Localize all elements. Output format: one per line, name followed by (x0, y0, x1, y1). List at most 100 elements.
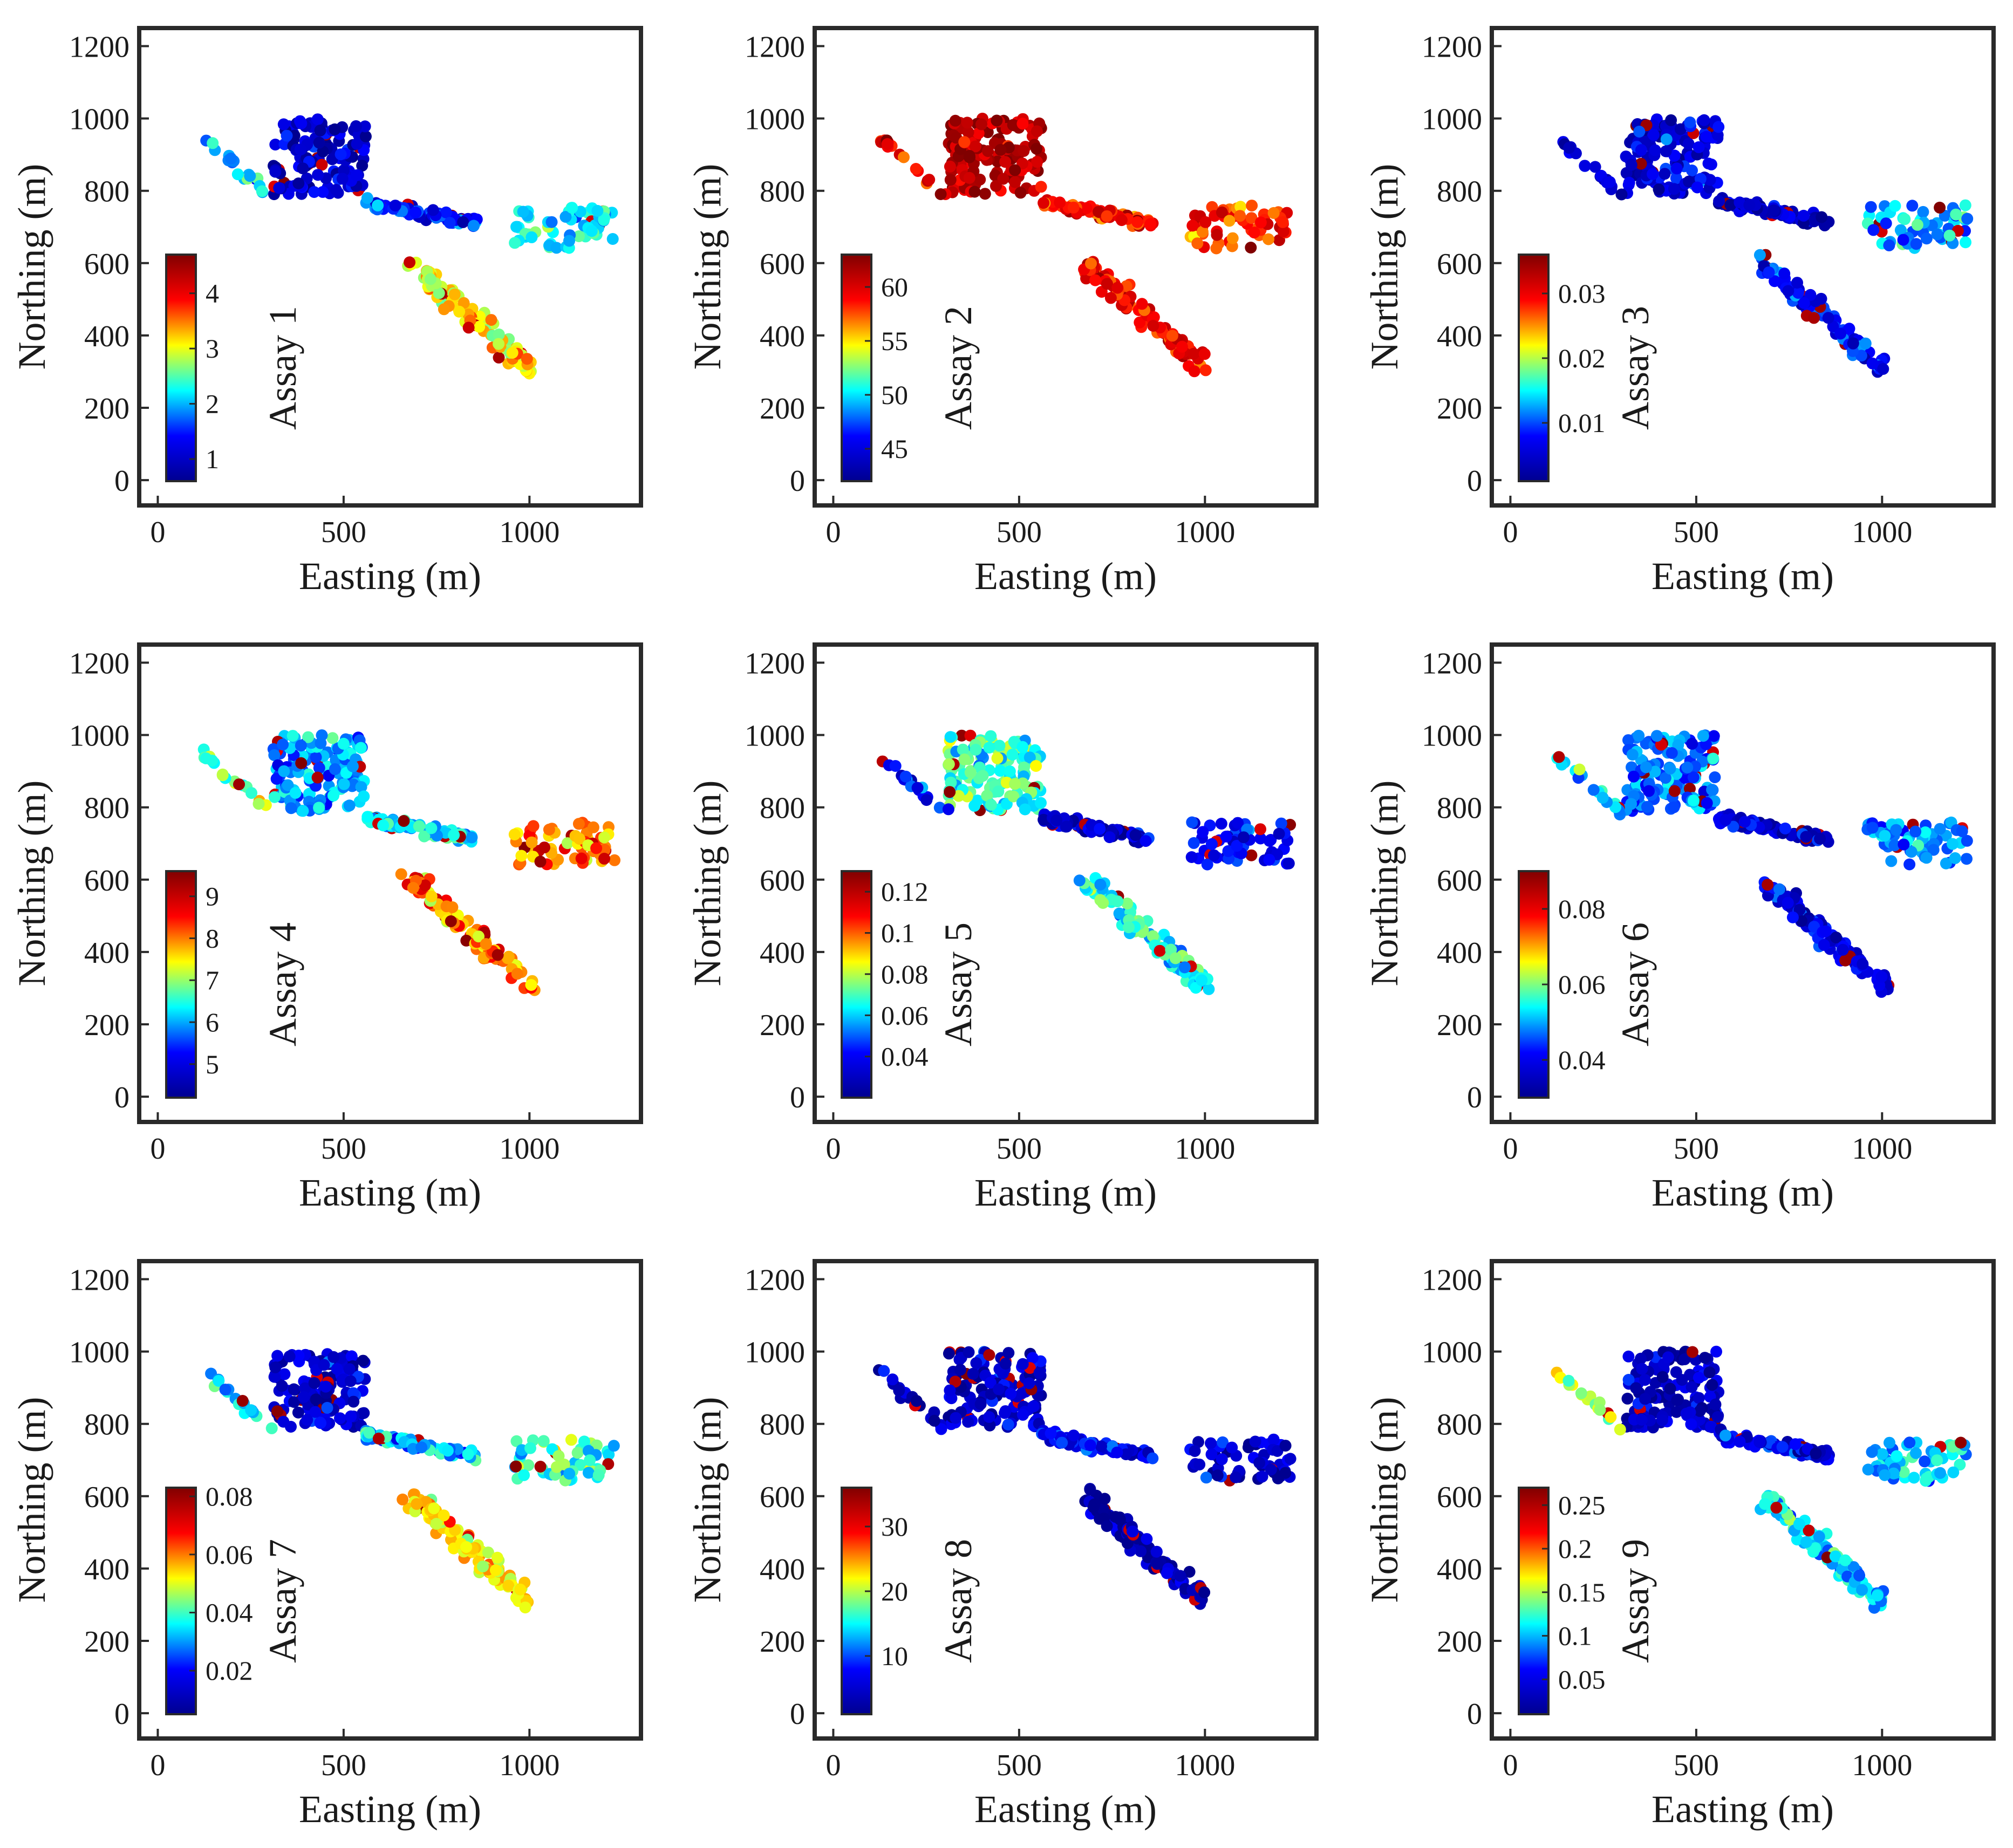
data-point (1879, 830, 1891, 842)
data-point (517, 206, 529, 218)
data-point (1253, 1456, 1266, 1469)
data-point (1670, 172, 1682, 184)
data-point (992, 785, 1005, 798)
data-point (1703, 1366, 1716, 1379)
data-point (1563, 142, 1575, 154)
data-point (1238, 831, 1250, 844)
data-point (301, 1414, 313, 1426)
y-tick-label: 400 (84, 936, 129, 970)
plot-area (815, 28, 1316, 505)
data-point (1865, 201, 1877, 213)
data-point (1674, 123, 1687, 135)
data-point (278, 765, 290, 777)
y-tick-label: 1200 (1422, 31, 1482, 64)
x-tick-label: 0 (1503, 1132, 1518, 1166)
data-point (438, 1509, 450, 1522)
data-point (1621, 1392, 1634, 1405)
colorbar-tick-label: 8 (206, 923, 219, 953)
data-point (480, 938, 492, 950)
plot-area (139, 1261, 641, 1739)
data-point (1887, 1467, 1900, 1480)
data-point (999, 156, 1012, 168)
data-point (1903, 858, 1916, 871)
data-point (1768, 204, 1780, 216)
data-point (1897, 234, 1909, 246)
data-point (1649, 765, 1661, 778)
data-point (407, 882, 419, 894)
data-point (1763, 266, 1775, 278)
data-point (502, 1579, 515, 1592)
data-point (944, 174, 957, 186)
data-point (283, 1350, 296, 1363)
data-point (1693, 141, 1705, 153)
data-point (1016, 118, 1029, 130)
y-tick-label: 200 (760, 1009, 805, 1042)
x-axis-label: Easting (m) (299, 1788, 481, 1831)
data-point (961, 117, 973, 129)
colorbar: 0.04 0.06 0.08 Assay 6 (1518, 870, 1657, 1099)
data-point (1819, 925, 1832, 937)
data-point (1655, 738, 1667, 751)
data-point (1708, 730, 1720, 742)
data-point (1279, 1467, 1292, 1479)
data-point (225, 152, 237, 165)
data-point (354, 742, 367, 754)
colorbar-tick-label: 1 (206, 444, 219, 474)
y-tick-label: 800 (1437, 175, 1482, 209)
colorbar-tick-label: 10 (881, 1641, 908, 1671)
data-point (1188, 837, 1200, 849)
subplot-assay-3: 0 500 1000 0 200 400 600 800 1000 1200 Easting (m)… (1363, 26, 1996, 598)
data-point (1068, 1429, 1080, 1442)
data-point (1088, 1498, 1101, 1510)
data-point (1273, 827, 1285, 840)
data-point (1161, 1567, 1173, 1579)
data-point (889, 760, 902, 772)
data-point (1141, 1533, 1153, 1545)
data-point (345, 1410, 357, 1422)
data-point (1910, 1447, 1922, 1459)
plot-frame (137, 1259, 643, 1741)
colorbar-label: Assay 5 (937, 922, 980, 1046)
data-point (1123, 921, 1135, 934)
data-point (334, 1412, 346, 1425)
y-tick-label: 400 (1437, 1553, 1482, 1586)
data-point (282, 779, 294, 791)
data-point (310, 1393, 322, 1406)
data-point (911, 782, 924, 794)
x-tick-label: 1000 (1852, 1132, 1912, 1166)
data-point (1891, 1450, 1903, 1462)
data-point (1279, 1440, 1292, 1452)
data-point (329, 123, 341, 135)
y-tick-label: 1000 (1422, 1336, 1482, 1370)
data-point (983, 1349, 995, 1361)
data-point (958, 136, 971, 148)
data-point (1089, 274, 1102, 286)
data-point (1940, 857, 1952, 870)
data-point (1639, 1393, 1651, 1405)
data-point (991, 114, 1003, 127)
data-point (1816, 211, 1828, 223)
data-point (974, 173, 986, 186)
data-point (443, 217, 456, 229)
plot-frame (813, 26, 1319, 508)
data-point (335, 148, 347, 161)
data-point (1949, 852, 1961, 864)
data-point (923, 174, 936, 186)
data-point (277, 1415, 290, 1428)
data-point (962, 1415, 974, 1428)
data-point (1579, 160, 1591, 172)
data-point (1857, 958, 1869, 970)
data-point (963, 149, 975, 162)
data-point (962, 126, 974, 139)
data-point (1793, 1518, 1805, 1530)
y-tick-label: 0 (114, 1698, 129, 1731)
data-point (964, 729, 977, 742)
data-point (1827, 320, 1839, 333)
data-point (1947, 838, 1959, 850)
y-tick-label: 800 (84, 175, 129, 209)
data-point (1094, 879, 1107, 891)
data-point (1656, 1371, 1669, 1383)
data-point (398, 815, 410, 827)
data-point (1023, 1377, 1035, 1390)
data-point (1961, 834, 1973, 847)
